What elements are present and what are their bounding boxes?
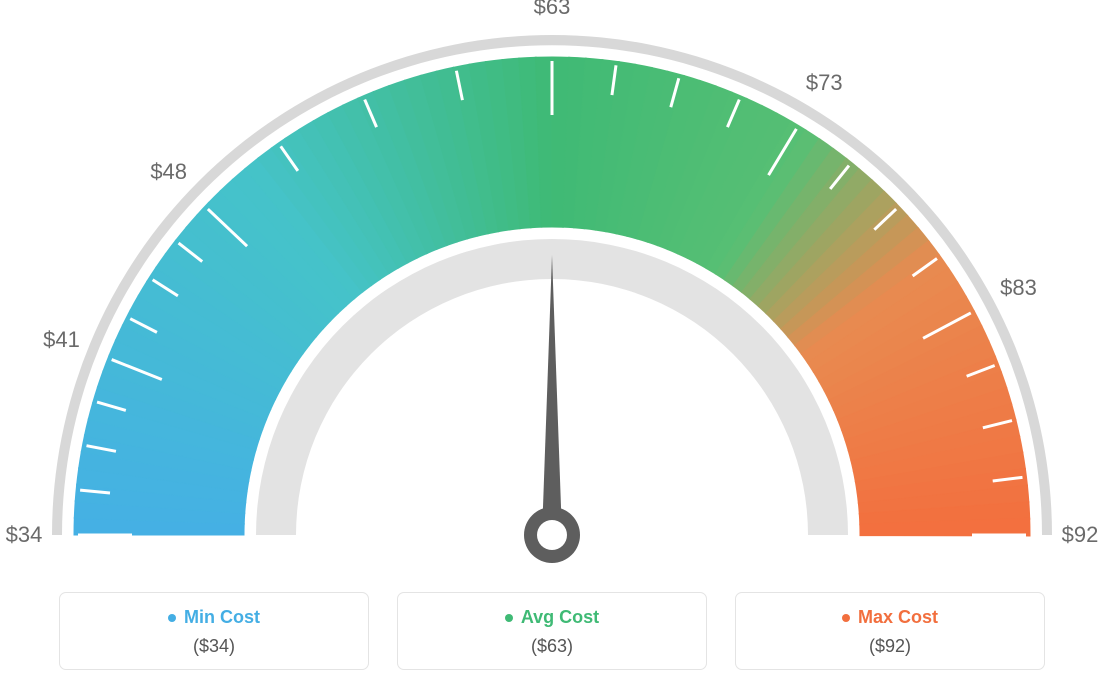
legend-card-max: Max Cost ($92) [735, 592, 1045, 670]
legend-card-min: Min Cost ($34) [59, 592, 369, 670]
legend-label-max: Max Cost [858, 607, 938, 628]
legend-value-min: ($34) [193, 636, 235, 657]
legend-value-max: ($92) [869, 636, 911, 657]
gauge-chart: $34 $41 $48 $63 $73 $83 $92 [0, 0, 1104, 570]
gauge-tick-label: $63 [534, 0, 571, 20]
gauge-tick-label: $92 [1062, 522, 1099, 548]
legend-dot-max [842, 614, 850, 622]
legend-dot-avg [505, 614, 513, 622]
gauge-tick-label: $48 [150, 159, 187, 185]
legend-label-avg: Avg Cost [521, 607, 599, 628]
gauge-tick-label: $73 [806, 70, 843, 96]
legend-title-max: Max Cost [842, 607, 938, 628]
gauge-tick-label: $41 [43, 327, 80, 353]
gauge-tick-label: $34 [6, 522, 43, 548]
legend-title-avg: Avg Cost [505, 607, 599, 628]
legend-value-avg: ($63) [531, 636, 573, 657]
gauge-svg [0, 0, 1104, 570]
legend-dot-min [168, 614, 176, 622]
gauge-tick-label: $83 [1000, 275, 1037, 301]
legend-title-min: Min Cost [168, 607, 260, 628]
legend-card-avg: Avg Cost ($63) [397, 592, 707, 670]
legend-label-min: Min Cost [184, 607, 260, 628]
legend-row: Min Cost ($34) Avg Cost ($63) Max Cost (… [0, 592, 1104, 670]
